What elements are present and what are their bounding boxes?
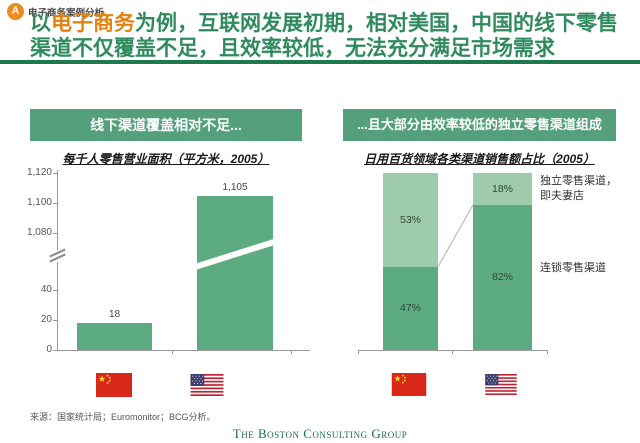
title-highlight: 电子商务 bbox=[51, 12, 135, 35]
left-bar-1 bbox=[197, 195, 273, 350]
section-badge: A bbox=[7, 3, 24, 20]
right-chart-title: 日用百货领域各类渠道销售额占比（2005） bbox=[364, 152, 595, 166]
left-y-axis-tick bbox=[53, 233, 57, 234]
right-bar-1-chain bbox=[473, 204, 532, 350]
right-connector-line bbox=[437, 204, 474, 268]
right-label-0-chain: 47% bbox=[399, 302, 421, 315]
left-x-axis-tick bbox=[291, 350, 292, 354]
source-note: 来源：国家统计局；Euromonitor；BCG分析。 bbox=[30, 412, 216, 422]
left-y-axis-tick bbox=[53, 320, 57, 321]
right-x-axis-tick bbox=[452, 350, 453, 354]
slide-title: 以电子商务为例，互联网发展初期，相对美国，中国的线下零售渠道不仅覆盖不足，且效率… bbox=[30, 11, 622, 61]
left-x-axis bbox=[57, 350, 310, 351]
title-prefix: 以 bbox=[30, 12, 51, 35]
left-y-axis-tick bbox=[53, 290, 57, 291]
section-badge-label: 电子商务案例分析 bbox=[28, 8, 105, 19]
right-x-axis-tick bbox=[547, 350, 548, 354]
right-label-1-chain: 82% bbox=[491, 271, 513, 284]
left-y-axis-tick bbox=[53, 173, 57, 174]
left-tick-label-2: 40 bbox=[40, 284, 52, 295]
left-tick-label-3: 1,080 bbox=[26, 227, 52, 238]
left-y-axis-tick bbox=[53, 203, 57, 204]
left-x-axis-tick bbox=[172, 350, 173, 354]
left-bar-0 bbox=[77, 323, 152, 350]
left-tick-label-0: 0 bbox=[46, 344, 52, 355]
left-y-axis-lower bbox=[57, 262, 58, 350]
title-divider-rule bbox=[0, 60, 640, 64]
left-tick-label-4: 1,100 bbox=[26, 197, 52, 208]
title-rest: 为例，互联网发展初期，相对美国，中国的线下零售渠道不仅覆盖不足，且效率较低，无法… bbox=[30, 12, 618, 60]
china-flag bbox=[96, 373, 132, 397]
left-panel-header: 线下渠道覆盖相对不足... bbox=[30, 109, 302, 141]
left-tick-label-1: 20 bbox=[40, 314, 52, 325]
right-label-1-indep: 18% bbox=[491, 182, 513, 195]
right-bar-1-indep bbox=[473, 173, 532, 205]
right-panel-header: ...且大部分由效率较低的独立零售渠道组成 bbox=[343, 109, 616, 141]
right-bar-0-chain bbox=[383, 266, 438, 350]
china-flag bbox=[391, 373, 427, 396]
us-flag bbox=[190, 374, 224, 396]
left-chart-title: 每千人零售营业面积（平方米，2005） bbox=[62, 152, 270, 166]
right-bar-0-indep bbox=[383, 173, 438, 267]
left-bar-label-0: 18 bbox=[108, 309, 121, 320]
left-y-axis-tick bbox=[53, 350, 57, 351]
annotation-chain-channel: 连锁零售渠道 bbox=[540, 262, 606, 274]
right-label-0-indep: 53% bbox=[399, 213, 421, 226]
bcg-logo: The Boston Consulting Group bbox=[232, 426, 408, 441]
annotation-independent-channel: 独立零售渠道， 即夫妻店 bbox=[540, 175, 617, 202]
us-flag bbox=[485, 374, 517, 395]
left-bar-label-1: 1,105 bbox=[222, 181, 248, 193]
left-y-axis-upper bbox=[57, 170, 58, 250]
left-tick-label-5: 1,120 bbox=[26, 167, 52, 178]
right-x-axis-tick bbox=[358, 350, 359, 354]
right-x-axis bbox=[358, 350, 548, 351]
